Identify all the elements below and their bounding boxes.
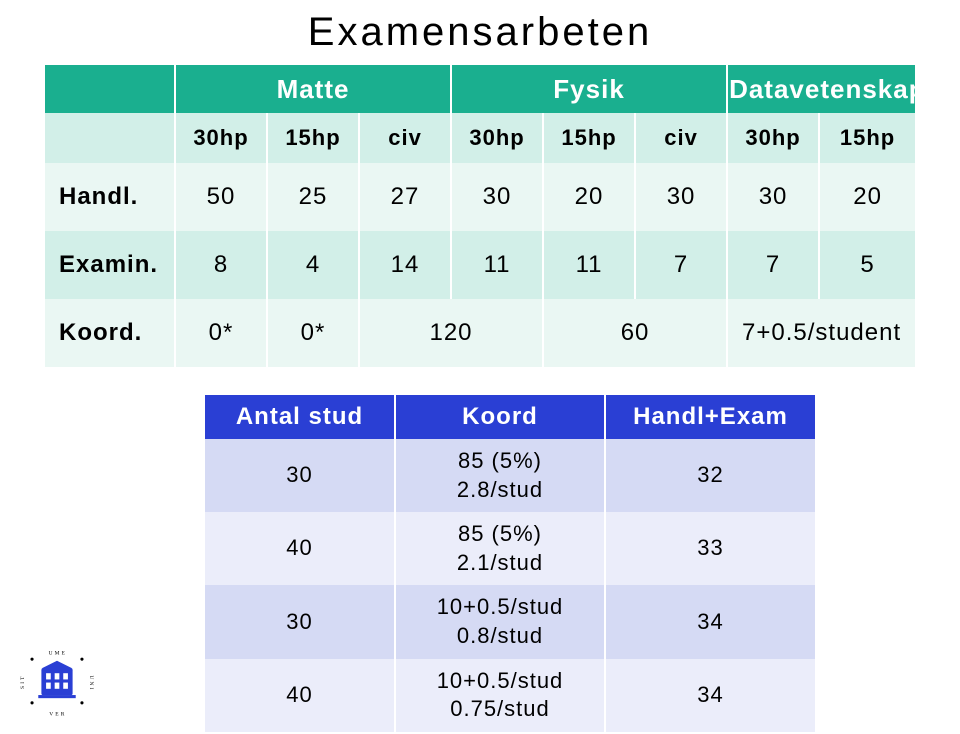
logo-building-icon <box>38 661 75 698</box>
table2-row-0: 30 85 (5%) 2.8/stud 32 <box>205 439 815 512</box>
table1-r2-v5: 7+0.5/student <box>727 299 915 367</box>
table2-r1-c2: 33 <box>605 512 815 585</box>
table1-row-koord: Koord. 0* 0* 120 60 7+0.5/student <box>45 299 915 367</box>
table2-row-3: 40 10+0.5/stud 0.75/stud 34 <box>205 659 815 732</box>
table1-h1-data: Datavetenskap <box>727 65 915 113</box>
table1-h2-c3: civ <box>359 113 451 163</box>
table1-r0-v8: 20 <box>819 163 915 231</box>
table1-r2-v4: 60 <box>543 299 727 367</box>
table1-r1-v1: 8 <box>175 231 267 299</box>
table1-r1-v5: 11 <box>543 231 635 299</box>
page: Examensarbeten Matte Fysik Datavetenskap… <box>0 0 960 734</box>
table1-h2-c2: 15hp <box>267 113 359 163</box>
table1-h2-c1: 30hp <box>175 113 267 163</box>
table2-row-2: 30 10+0.5/stud 0.8/stud 34 <box>205 585 815 658</box>
table2-h-c1: Koord <box>395 395 605 439</box>
table1-r2-v1: 0* <box>175 299 267 367</box>
table2-r2-c1: 10+0.5/stud 0.8/stud <box>395 585 605 658</box>
table2-r0-c1b: 2.8/stud <box>457 477 543 502</box>
table1-r1-label: Examin. <box>45 231 175 299</box>
table1-header-row-2: 30hp 15hp civ 30hp 15hp civ 30hp 15hp <box>45 113 915 163</box>
table1-r2-v2: 0* <box>267 299 359 367</box>
table1-r2-label: Koord. <box>45 299 175 367</box>
logo-text-left: S I T <box>20 676 26 689</box>
umea-university-logo-icon: U M E U N I V E R S I T <box>18 642 96 720</box>
table1-header-row-1: Matte Fysik Datavetenskap <box>45 65 915 113</box>
table1-r0-v1: 50 <box>175 163 267 231</box>
table2-r2-c0: 30 <box>205 585 395 658</box>
table2-r1-c1b: 2.1/stud <box>457 550 543 575</box>
table1-r1-v8: 5 <box>819 231 915 299</box>
table1-h2-c7: 30hp <box>727 113 819 163</box>
table-antal-stud: Antal stud Koord Handl+Exam 30 85 (5%) 2… <box>205 395 815 732</box>
table2-h-c0: Antal stud <box>205 395 395 439</box>
logo-text-bottom: V E R <box>49 711 64 717</box>
table1-r0-v7: 30 <box>727 163 819 231</box>
table2-header-row: Antal stud Koord Handl+Exam <box>205 395 815 439</box>
table-examensarbeten: Matte Fysik Datavetenskap 30hp 15hp civ … <box>45 65 915 367</box>
table2-r2-c1a: 10+0.5/stud <box>437 594 564 619</box>
table2-r1-c0: 40 <box>205 512 395 585</box>
table2-r3-c1: 10+0.5/stud 0.75/stud <box>395 659 605 732</box>
table1-r1-v7: 7 <box>727 231 819 299</box>
table1-r0-label: Handl. <box>45 163 175 231</box>
table1-r0-v4: 30 <box>451 163 543 231</box>
table2-r0-c2: 32 <box>605 439 815 512</box>
table1-h2-c6: civ <box>635 113 727 163</box>
table1-r0-v5: 20 <box>543 163 635 231</box>
table1-h1-blank <box>45 65 175 113</box>
table2-r3-c2: 34 <box>605 659 815 732</box>
table2-r3-c1a: 10+0.5/stud <box>437 668 564 693</box>
table2-r0-c0: 30 <box>205 439 395 512</box>
table1-row-handl: Handl. 50 25 27 30 20 30 30 20 <box>45 163 915 231</box>
table1-r0-v3: 27 <box>359 163 451 231</box>
table2-r0-c1a: 85 (5%) <box>458 448 542 473</box>
table1-r1-v6: 7 <box>635 231 727 299</box>
logo-text-top: U M E <box>49 650 66 656</box>
table2-r3-c1b: 0.75/stud <box>450 696 550 721</box>
table1-r1-v3: 14 <box>359 231 451 299</box>
table2-r0-c1: 85 (5%) 2.8/stud <box>395 439 605 512</box>
table1-h2-c8: 15hp <box>819 113 915 163</box>
table2-r1-c1: 85 (5%) 2.1/stud <box>395 512 605 585</box>
table2-r3-c0: 40 <box>205 659 395 732</box>
table2-row-1: 40 85 (5%) 2.1/stud 33 <box>205 512 815 585</box>
table2-h-c2: Handl+Exam <box>605 395 815 439</box>
table1-h2-c4: 30hp <box>451 113 543 163</box>
table2-r1-c1a: 85 (5%) <box>458 521 542 546</box>
table2-r2-c2: 34 <box>605 585 815 658</box>
page-title: Examensarbeten <box>0 0 960 65</box>
table1-r2-v3: 120 <box>359 299 543 367</box>
table1-r0-v2: 25 <box>267 163 359 231</box>
table1-r0-v6: 30 <box>635 163 727 231</box>
table1-h2-blank <box>45 113 175 163</box>
table1-row-examin: Examin. 8 4 14 11 11 7 7 5 <box>45 231 915 299</box>
table1-h2-c5: 15hp <box>543 113 635 163</box>
table1-h1-matte: Matte <box>175 65 451 113</box>
table2-r2-c1b: 0.8/stud <box>457 623 543 648</box>
logo-text-right: U N I <box>88 675 94 689</box>
table1-r1-v2: 4 <box>267 231 359 299</box>
table1-h1-fysik: Fysik <box>451 65 727 113</box>
table1-r1-v4: 11 <box>451 231 543 299</box>
